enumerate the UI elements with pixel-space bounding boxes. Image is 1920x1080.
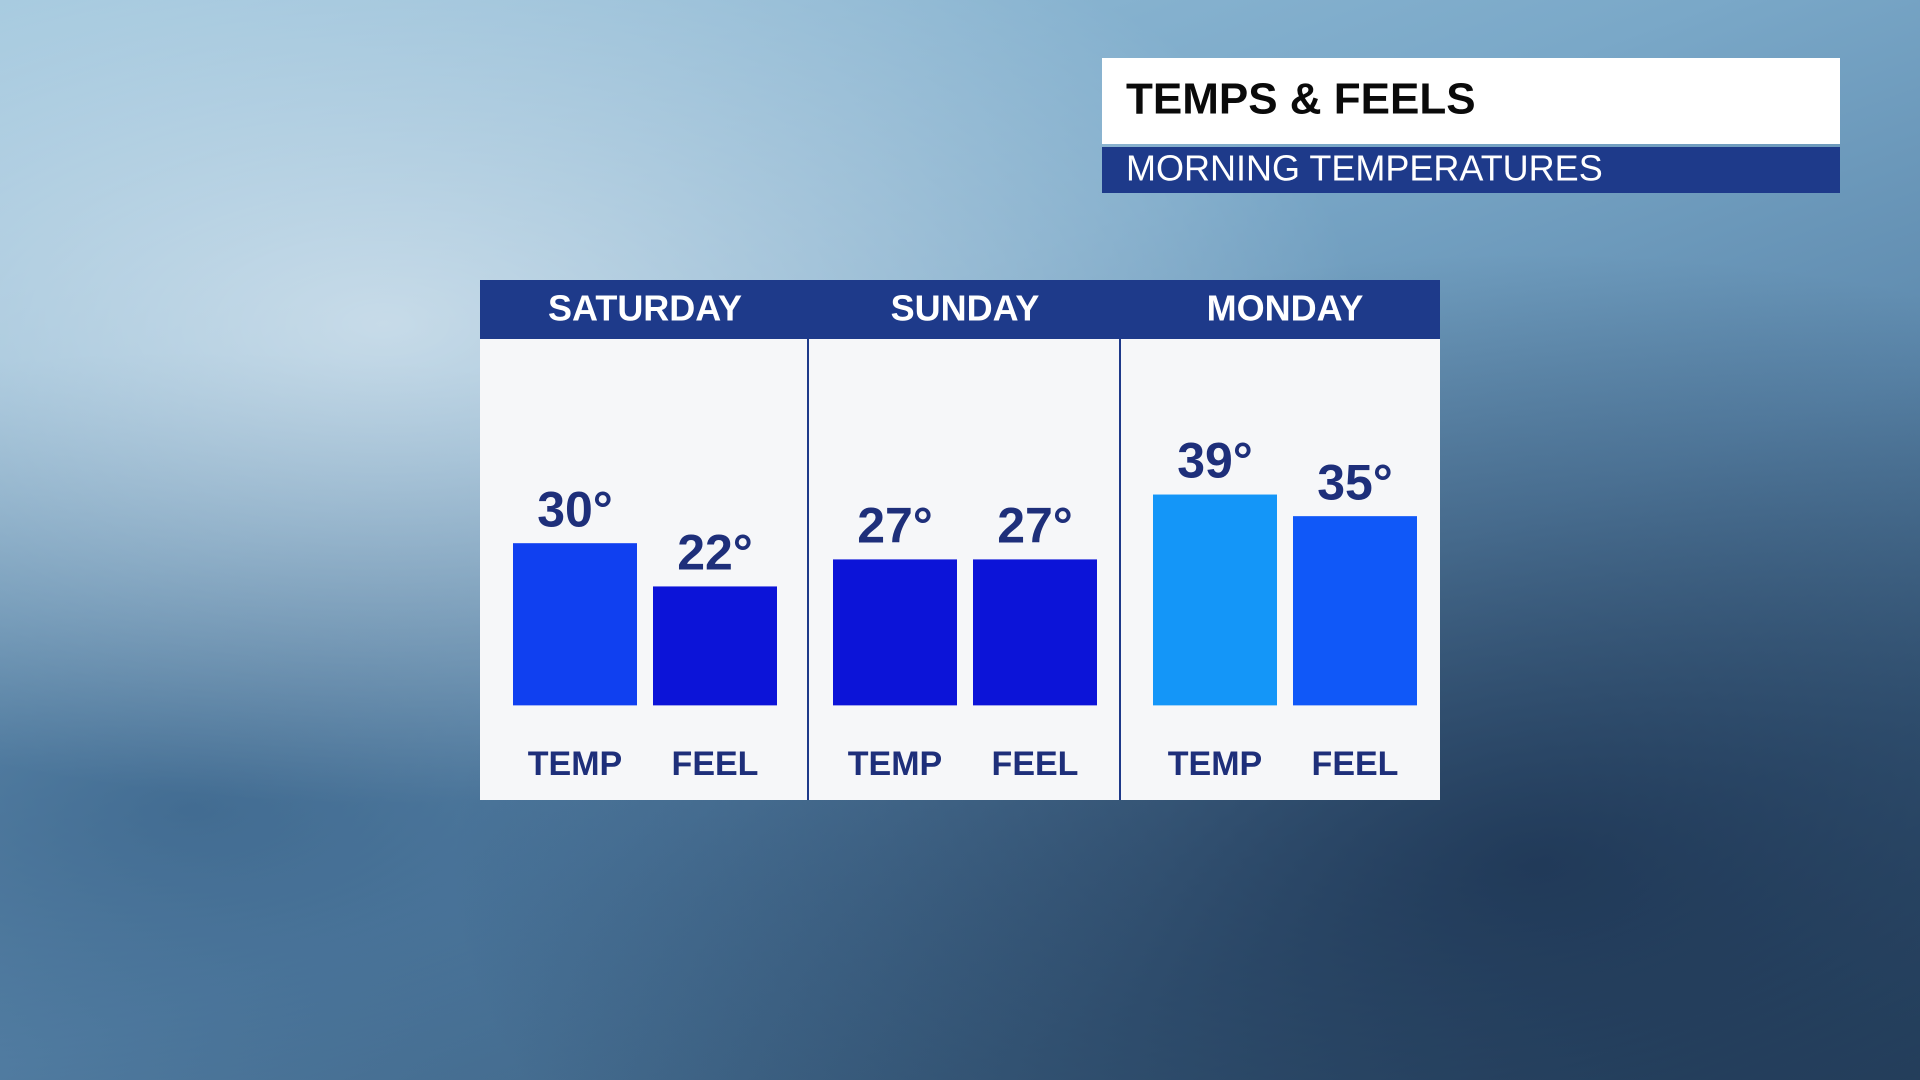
value-label: 39° bbox=[1177, 433, 1253, 489]
value-label: 30° bbox=[537, 481, 613, 537]
value-label: 27° bbox=[997, 498, 1073, 554]
series-label: FEEL bbox=[992, 745, 1079, 783]
panel bbox=[480, 280, 1440, 800]
day-label: SUNDAY bbox=[891, 288, 1040, 329]
value-label: 22° bbox=[677, 525, 753, 581]
title: TEMPS & FEELS bbox=[1126, 75, 1476, 124]
series-label: TEMP bbox=[848, 745, 942, 783]
title-box bbox=[1102, 58, 1840, 144]
value-label: 35° bbox=[1317, 454, 1393, 510]
bar bbox=[1293, 516, 1417, 706]
subtitle: MORNING TEMPERATURES bbox=[1126, 148, 1603, 189]
bar bbox=[653, 586, 777, 706]
bar bbox=[513, 543, 637, 706]
day-label: SATURDAY bbox=[548, 288, 742, 329]
series-label: FEEL bbox=[1312, 745, 1399, 783]
bar bbox=[1153, 494, 1277, 706]
series-label: FEEL bbox=[672, 745, 759, 783]
day-label: MONDAY bbox=[1207, 288, 1364, 329]
subtitle-box bbox=[1102, 147, 1840, 193]
panel-header bbox=[480, 280, 1440, 339]
series-label: TEMP bbox=[528, 745, 622, 783]
bar bbox=[833, 559, 957, 706]
value-label: 27° bbox=[857, 498, 933, 554]
bar bbox=[973, 559, 1097, 706]
series-label: TEMP bbox=[1168, 745, 1262, 783]
